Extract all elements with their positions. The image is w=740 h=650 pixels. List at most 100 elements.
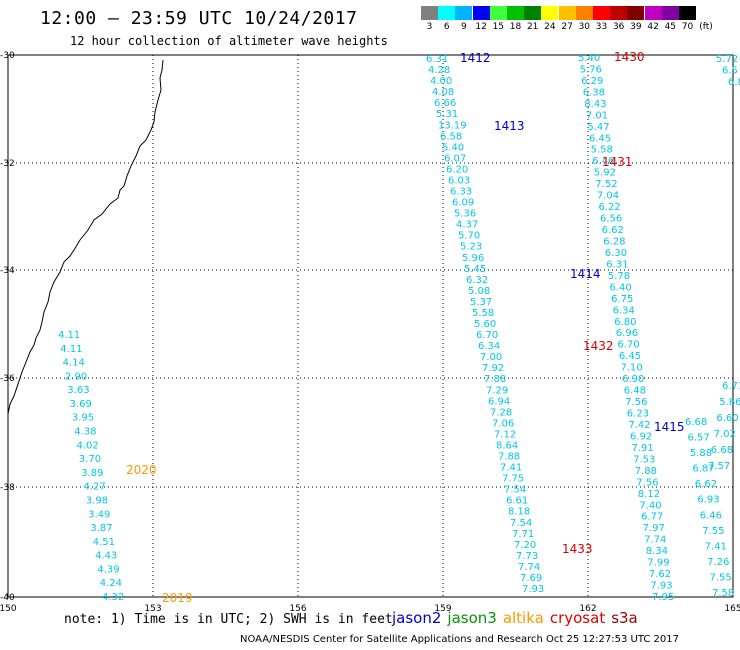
swh-value: 7.93 [650, 581, 672, 592]
scale-swatch [661, 6, 679, 20]
swh-value: 7.02 [714, 429, 736, 440]
swh-value: 5.92 [594, 168, 616, 179]
swh-value: 13.19 [438, 120, 467, 131]
track-label: 2019 [162, 591, 193, 605]
track-label: 1432 [583, 339, 614, 353]
swh-value: 6.68 [711, 445, 733, 456]
swh-value: 6.5 [722, 66, 738, 77]
scale-label: 24 [544, 22, 556, 32]
swh-value: 7.28 [490, 407, 512, 418]
swh-value: 6.93 [697, 495, 719, 506]
swh-value: 4.08 [432, 87, 454, 98]
swh-value: 7.71 [512, 529, 534, 540]
scale-label: 21 [526, 22, 539, 32]
scale-swatch [421, 6, 438, 20]
swh-value: 7.10 [621, 363, 643, 374]
swh-value: 6.32 [466, 275, 488, 286]
swh-value: 6.87 [692, 464, 714, 475]
swh-value: 7.88 [635, 466, 657, 477]
swh-value: 5.40 [578, 53, 600, 64]
scale-swatch [679, 6, 696, 20]
satellite-legend: jason2 jason3 altika cryosat s3a [392, 609, 644, 627]
track-label: 1431 [602, 155, 633, 169]
swh-value: 4.37 [456, 220, 478, 231]
swh-value: 7.06 [492, 418, 514, 429]
track-label: 1415 [654, 420, 685, 434]
track-label: 2020 [126, 463, 157, 477]
swh-value: 7.41 [500, 463, 522, 474]
scale-label: 3 [426, 22, 433, 32]
swh-value: 5.88 [690, 448, 712, 459]
swh-value: 4.39 [97, 564, 119, 575]
swh-value: 6.68 [685, 417, 707, 428]
swh-value: 8.12 [638, 489, 660, 500]
credit-line: NOAA/NESDIS Center for Satellite Applica… [240, 634, 679, 645]
swh-value: 4.11 [60, 344, 82, 355]
swh-value: 7.62 [649, 569, 671, 580]
lon-label: 150 [0, 604, 17, 614]
swh-value: 5.78 [608, 271, 630, 282]
swh-value: 7.01 [586, 110, 608, 121]
swh-value: 6.62 [602, 225, 624, 236]
lon-label: 162 [579, 604, 596, 614]
swh-value: 4.38 [74, 427, 96, 438]
scale-label: 6 [443, 22, 450, 32]
swh-value: 6.03 [448, 176, 470, 187]
satellite-legend-item: jason3 [447, 609, 497, 627]
scale-label: 42 [647, 22, 659, 32]
swh-value: 5.58 [472, 308, 494, 319]
swh-value: 7.57 [708, 461, 730, 472]
swh-value: 6.34 [478, 341, 500, 352]
swh-value: 7.69 [520, 573, 542, 584]
scale-swatch [644, 6, 662, 20]
swh-value: 5.36 [454, 209, 476, 220]
swh-value: 7.95 [652, 592, 674, 603]
swh-value: 5.70 [458, 231, 480, 242]
satellite-legend-item: s3a [611, 609, 638, 627]
swh-value: 6.38 [583, 87, 605, 98]
scale-swatch [593, 6, 610, 20]
swh-value: 7.12 [494, 429, 516, 440]
swh-value: 6.60 [716, 413, 738, 424]
scale-label: 33 [595, 22, 608, 32]
swh-value: 4.14 [63, 358, 85, 369]
swh-value: 8.34 [646, 546, 668, 557]
swh-value: 6.77 [641, 512, 663, 523]
scale-swatch [524, 6, 542, 20]
swh-value: 6.96 [616, 328, 638, 339]
swh-value: 7.58 [712, 588, 734, 599]
swh-value: 3.89 [81, 468, 103, 479]
lat-label: -36 [0, 374, 15, 384]
track-label: 1430 [614, 50, 645, 64]
scale-label: 39 [630, 22, 642, 32]
track-labels: 1412 1413 1414 1415 1430 1431 1432 1433 2019 2020 [126, 50, 685, 605]
lat-label: -34 [0, 266, 15, 276]
swh-value: 6.45 [589, 133, 611, 144]
track-label: 1433 [562, 542, 593, 556]
swh-value: 6.56 [600, 214, 622, 225]
scale-swatch [558, 6, 576, 20]
scale-swatch [575, 6, 593, 20]
swh-value: 7.74 [518, 562, 540, 573]
scale-swatch [472, 6, 490, 20]
swh-value: 5.08 [468, 286, 490, 297]
swh-value: 7.40 [639, 500, 661, 511]
swh-value: 5.31 [436, 109, 458, 120]
swh-value: 7.55 [702, 526, 724, 537]
swh-value: 7.00 [480, 352, 502, 363]
swh-value: 5.45 [464, 264, 486, 275]
swh-value: 6.20 [446, 164, 468, 175]
swh-value: 7.54 [504, 485, 526, 496]
swh-value: 6.61 [506, 496, 528, 507]
swh-value: 7.55 [710, 573, 732, 584]
swh-value: 6.94 [488, 396, 510, 407]
coastline [7, 59, 164, 415]
page-subtitle: 12 hour collection of altimeter wave hei… [70, 34, 388, 48]
swh-value: 5.86 [719, 397, 740, 408]
swh-value: 7.04 [597, 191, 619, 202]
swh-value: 4.00 [430, 76, 452, 87]
scale-label: 70 [681, 22, 694, 32]
swh-value: 6.66 [434, 98, 456, 109]
swh-value: 8.64 [496, 441, 518, 452]
